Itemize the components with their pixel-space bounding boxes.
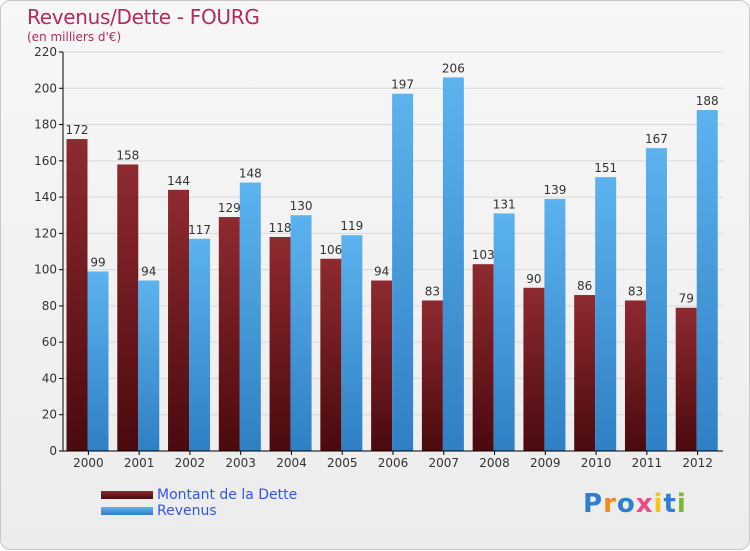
y-tick-label-0: 0 [49,444,57,458]
logo-letter: t [663,489,677,519]
data-label-dette-2009: 90 [526,272,541,286]
logo-letter: P [583,489,604,519]
bar-revenus-2007 [442,77,464,452]
x-tick-label-2011: 2011 [632,456,663,470]
data-label-dette-2007: 83 [425,284,440,298]
data-label-dette-2000: 172 [66,123,89,137]
logo-letter: i [653,489,664,519]
bar-dette-2010 [574,295,596,451]
chart-subtitle: (en milliers d'€) [27,30,122,44]
legend-label-revenus: Revenus [157,503,217,519]
data-label-revenus-2001: 94 [141,265,156,279]
bar-dette-2001 [117,164,139,452]
x-tick-label-2006: 2006 [378,456,409,470]
data-label-dette-2001: 158 [116,148,139,162]
bar-revenus-2001 [138,280,160,451]
proxiti-logo: Proxiti [583,489,687,519]
bar-revenus-2011 [645,148,667,451]
bar-dette-2000 [66,139,88,451]
data-label-revenus-2005: 119 [340,219,363,233]
bar-dette-2009 [523,287,545,451]
data-label-dette-2008: 103 [472,248,495,262]
data-label-revenus-2008: 131 [493,197,516,211]
data-label-revenus-2000: 99 [90,255,105,269]
x-tick-label-2000: 2000 [73,456,104,470]
x-tick-label-2004: 2004 [276,456,307,470]
bar-dette-2006 [371,280,393,451]
y-tick-label-200: 200 [34,81,57,95]
y-tick-label-120: 120 [34,226,57,240]
legend-swatch-revenus [101,507,153,515]
y-tick-label-160: 160 [34,154,57,168]
bar-revenus-2008 [493,213,515,451]
data-label-revenus-2003: 148 [239,167,262,181]
chart-title: Revenus/Dette - FOURG [27,5,260,29]
bar-revenus-2010 [595,177,617,451]
bar-revenus-2002 [189,238,211,451]
y-tick-label-80: 80 [42,299,57,313]
bar-revenus-2012 [696,110,718,451]
x-tick-label-2005: 2005 [327,456,358,470]
x-tick-label-2001: 2001 [124,456,155,470]
data-label-revenus-2011: 167 [645,132,668,146]
bar-revenus-2000 [87,271,109,451]
data-label-revenus-2006: 197 [391,78,414,92]
bar-revenus-2004 [290,215,312,451]
data-label-revenus-2002: 117 [188,223,211,237]
legend-swatch-dette [101,491,153,499]
bar-dette-2008 [472,264,494,451]
bar-dette-2005 [320,258,342,451]
data-label-dette-2005: 106 [319,243,342,257]
bar-dette-2003 [218,217,240,451]
bar-revenus-2006 [392,93,414,452]
y-tick-label-60: 60 [42,335,57,349]
y-tick-label-20: 20 [42,408,57,422]
data-label-dette-2006: 94 [374,265,389,279]
x-tick-label-2010: 2010 [581,456,612,470]
data-label-dette-2003: 129 [218,201,241,215]
data-label-dette-2012: 79 [679,292,694,306]
x-tick-label-2002: 2002 [175,456,206,470]
logo-letter: x [635,489,654,519]
data-label-revenus-2004: 130 [290,199,313,213]
bar-dette-2012 [675,307,697,451]
bar-dette-2007 [421,300,443,451]
y-tick-label-180: 180 [34,118,57,132]
logo-letter: r [603,489,617,519]
x-tick-label-2003: 2003 [225,456,256,470]
legend-item-dette: Montant de la Dette [101,487,297,503]
x-tick-label-2009: 2009 [530,456,561,470]
y-tick-label-100: 100 [34,263,57,277]
logo-letter: o [616,489,636,519]
bar-dette-2011 [624,300,646,451]
data-label-revenus-2010: 151 [594,161,617,175]
y-tick-label-220: 220 [34,45,57,59]
data-label-revenus-2007: 206 [442,61,465,75]
bar-dette-2002 [168,189,190,451]
bar-dette-2004 [269,236,291,451]
legend: Montant de la Dette Revenus [101,487,297,519]
logo-letter: i [676,489,687,519]
data-label-dette-2011: 83 [628,284,643,298]
data-label-revenus-2012: 188 [696,94,719,108]
data-label-revenus-2009: 139 [543,183,566,197]
y-tick-label-40: 40 [42,371,57,385]
data-label-dette-2002: 144 [167,174,190,188]
x-tick-label-2012: 2012 [682,456,713,470]
bar-revenus-2009 [544,198,566,451]
x-tick-label-2008: 2008 [479,456,510,470]
bar-revenus-2003 [239,182,261,451]
legend-label-dette: Montant de la Dette [157,487,298,503]
data-label-dette-2004: 118 [269,221,292,235]
y-tick-label-140: 140 [34,190,57,204]
data-label-dette-2010: 86 [577,279,592,293]
x-tick-label-2007: 2007 [428,456,459,470]
legend-item-revenus: Revenus [101,503,297,519]
bar-revenus-2005 [341,235,363,451]
